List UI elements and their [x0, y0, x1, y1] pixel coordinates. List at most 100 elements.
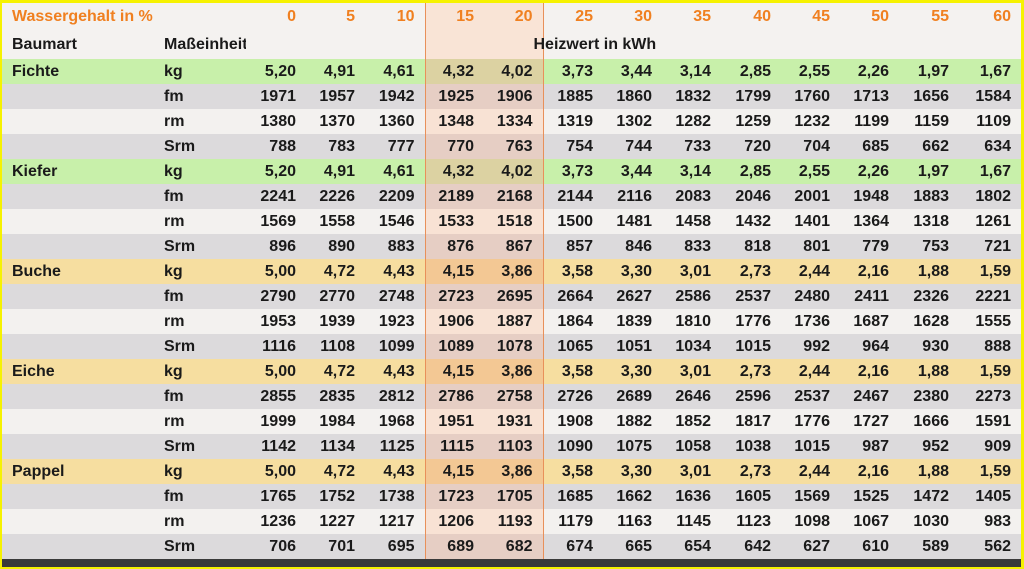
unit-label: kg — [154, 159, 246, 184]
value-cell: 1302 — [603, 109, 662, 134]
value-cell: 2001 — [781, 184, 840, 209]
value-cell: 1882 — [603, 409, 662, 434]
value-cell: 1481 — [603, 209, 662, 234]
unit-label: kg — [154, 59, 246, 84]
unit-label: fm — [154, 84, 246, 109]
value-cell: 1942 — [365, 84, 425, 109]
species-name: Kiefer — [2, 159, 154, 184]
species-cell — [2, 209, 154, 234]
value-cell: 2726 — [543, 384, 603, 409]
value-cell: 1380 — [246, 109, 306, 134]
value-cell: 1885 — [543, 84, 603, 109]
value-cell: 1738 — [365, 484, 425, 509]
value-cell: 1134 — [306, 434, 365, 459]
value-cell: 1163 — [603, 509, 662, 534]
value-cell: 1193 — [484, 509, 544, 534]
value-cell: 983 — [959, 509, 1021, 534]
value-cell: 1765 — [246, 484, 306, 509]
moisture-level: 25 — [543, 3, 603, 31]
value-cell: 2168 — [484, 184, 544, 209]
value-cell: 1546 — [365, 209, 425, 234]
value-cell: 1199 — [840, 109, 899, 134]
unit-label: Srm — [154, 534, 246, 559]
value-cell: 3,86 — [484, 259, 544, 284]
value-cell: 1,67 — [959, 59, 1021, 84]
value-cell: 1,88 — [899, 459, 959, 484]
value-cell: 2,55 — [781, 159, 840, 184]
value-cell: 1723 — [424, 484, 484, 509]
value-cell: 685 — [840, 134, 899, 159]
species-cell — [2, 534, 154, 559]
value-cell: 1125 — [365, 434, 425, 459]
value-cell: 2209 — [365, 184, 425, 209]
value-cell: 2537 — [781, 384, 840, 409]
value-cell: 801 — [781, 234, 840, 259]
value-cell: 2,44 — [781, 259, 840, 284]
value-cell: 2273 — [959, 384, 1021, 409]
unit-label: rm — [154, 409, 246, 434]
value-cell: 2855 — [246, 384, 306, 409]
unit-label: fm — [154, 184, 246, 209]
value-cell: 2241 — [246, 184, 306, 209]
table-row: Kiefer kg 5,20 4,91 4,61 4,32 4,02 3,73 3,44 3,14… — [2, 159, 1021, 184]
value-cell: 1360 — [365, 109, 425, 134]
table-row: Eiche kg 5,00 4,72 4,43 4,15 3,86 3,58 3,30 3,01 2… — [2, 359, 1021, 384]
value-cell: 2,55 — [781, 59, 840, 84]
value-cell: 589 — [899, 534, 959, 559]
value-cell: 2812 — [365, 384, 425, 409]
value-cell: 1364 — [840, 209, 899, 234]
value-cell: 930 — [899, 334, 959, 359]
value-cell: 4,61 — [365, 59, 425, 84]
value-cell: 4,91 — [306, 59, 365, 84]
value-cell: 4,43 — [365, 259, 425, 284]
value-cell: 1,97 — [899, 59, 959, 84]
value-cell: 1908 — [543, 409, 603, 434]
value-cell: 627 — [781, 534, 840, 559]
value-cell: 4,72 — [306, 359, 365, 384]
value-cell: 1142 — [246, 434, 306, 459]
value-cell: 1206 — [424, 509, 484, 534]
value-cell: 1687 — [840, 309, 899, 334]
value-cell: 1,97 — [899, 159, 959, 184]
unit-label: Srm — [154, 134, 246, 159]
value-cell: 3,30 — [603, 259, 662, 284]
value-cell: 2046 — [721, 184, 781, 209]
value-cell: 2,26 — [840, 159, 899, 184]
value-cell: 2790 — [246, 284, 306, 309]
value-cell: 1860 — [603, 84, 662, 109]
value-cell: 1931 — [484, 409, 544, 434]
value-cell: 2758 — [484, 384, 544, 409]
unit-column-header: Maßeinheit — [154, 31, 246, 59]
value-cell: 4,72 — [306, 259, 365, 284]
value-cell: 689 — [424, 534, 484, 559]
value-cell: 2786 — [424, 384, 484, 409]
value-cell: 1939 — [306, 309, 365, 334]
value-cell: 1090 — [543, 434, 603, 459]
value-cell: 634 — [959, 134, 1021, 159]
table-row: fm 1971 1957 1942 1925 1906 1885 1860 1832 1799 17… — [2, 84, 1021, 109]
value-cell: 1636 — [662, 484, 721, 509]
value-cell: 2116 — [603, 184, 662, 209]
species-cell — [2, 434, 154, 459]
value-cell: 2380 — [899, 384, 959, 409]
value-cell: 2144 — [543, 184, 603, 209]
value-cell: 1971 — [246, 84, 306, 109]
value-cell: 1058 — [662, 434, 721, 459]
table-row: fm 2790 2770 2748 2723 2695 2664 2627 2586 2537 24… — [2, 284, 1021, 309]
value-cell: 1115 — [424, 434, 484, 459]
table-row: fm 1765 1752 1738 1723 1705 1685 1662 1636 1605 15… — [2, 484, 1021, 509]
value-cell: 2480 — [781, 284, 840, 309]
value-cell: 1261 — [959, 209, 1021, 234]
value-cell: 1067 — [840, 509, 899, 534]
value-cell: 1,88 — [899, 259, 959, 284]
value-cell: 1405 — [959, 484, 1021, 509]
value-cell: 2,73 — [721, 359, 781, 384]
moisture-level: 50 — [840, 3, 899, 31]
table-row: rm 1999 1984 1968 1951 1931 1908 1882 1852 1817 17… — [2, 409, 1021, 434]
value-cell: 1,59 — [959, 259, 1021, 284]
unit-label: Srm — [154, 234, 246, 259]
value-cell: 2689 — [603, 384, 662, 409]
species-cell — [2, 284, 154, 309]
value-cell: 1123 — [721, 509, 781, 534]
value-cell: 753 — [899, 234, 959, 259]
